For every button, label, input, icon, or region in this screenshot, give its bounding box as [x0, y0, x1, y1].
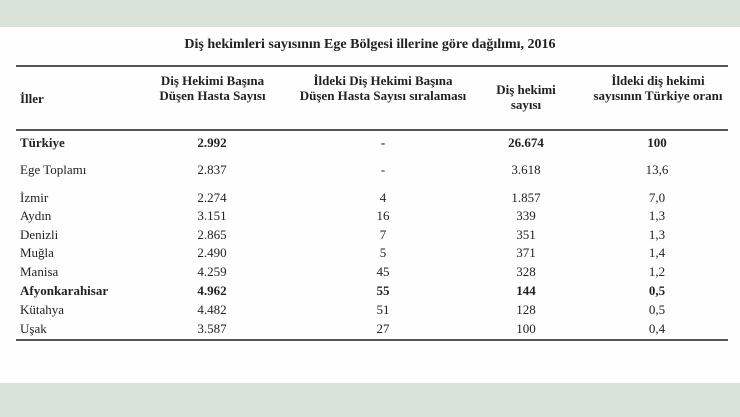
cell-hasta: 4.259 — [197, 264, 227, 279]
cell-sayi: 26.674 — [508, 135, 544, 150]
cell-il: Muğla — [20, 245, 54, 260]
table-title: Diş hekimleri sayısının Ege Bölgesi ille… — [184, 37, 556, 52]
cell-il: Afyonkarahisar — [20, 283, 109, 298]
cell-sayi: 371 — [516, 245, 536, 260]
table-document — [0, 27, 740, 383]
cell-sira: - — [380, 135, 386, 150]
cell-sayi: 144 — [516, 283, 536, 298]
cell-sira: 55 — [376, 283, 390, 298]
cell-il: Ege Toplamı — [20, 162, 87, 177]
cell-il: Aydın — [20, 208, 52, 223]
cell-il: Denizli — [20, 227, 59, 242]
header-turkiye-orani: İldeki diş hekimi sayısının Türkiye oran… — [593, 73, 723, 103]
cell-sira: 45 — [376, 264, 390, 279]
cell-hasta: 2.274 — [197, 190, 227, 205]
cell-sayi: 351 — [516, 227, 536, 242]
top-rule — [16, 65, 728, 67]
cell-oran: 1,3 — [648, 208, 666, 223]
cell-hasta: 2.992 — [197, 135, 227, 150]
cell-il: Kütahya — [20, 302, 65, 317]
cell-hasta: 3.587 — [197, 321, 227, 336]
header-hasta-sayisi: Diş Hekimi Başına Düşen Hasta Sayısı — [159, 73, 266, 103]
cell-il: İzmir — [20, 190, 49, 205]
cell-hasta: 2.837 — [197, 162, 227, 177]
cell-oran: 1,4 — [648, 245, 666, 260]
cell-oran: 0,5 — [648, 283, 666, 298]
cell-oran: 7,0 — [648, 190, 666, 205]
cell-oran: 13,6 — [645, 162, 669, 177]
cell-oran: 0,5 — [648, 302, 666, 317]
cell-il: Manisa — [20, 264, 59, 279]
header-siralama: İldeki Diş Hekimi Başına Düşen Hasta Say… — [299, 73, 467, 103]
cell-hasta: 4.482 — [197, 302, 227, 317]
cell-il: Türkiye — [20, 135, 65, 150]
cell-sayi: 328 — [516, 264, 536, 279]
top-band — [0, 0, 740, 27]
cell-sira: 7 — [379, 227, 387, 242]
header-iller: İller — [20, 91, 44, 106]
cell-oran: 100 — [647, 135, 667, 150]
cell-sayi: 100 — [516, 321, 536, 336]
cell-sira: 27 — [376, 321, 390, 336]
cell-sayi: 1.857 — [511, 190, 541, 205]
cell-oran: 0,4 — [648, 321, 666, 336]
cell-sira: 5 — [379, 245, 387, 260]
cell-sayi: 3.618 — [511, 162, 541, 177]
cell-hasta: 4.962 — [197, 283, 227, 298]
bottom-rule — [16, 339, 728, 341]
cell-sayi: 339 — [516, 208, 536, 223]
cell-oran: 1,2 — [648, 264, 666, 279]
cell-sira: 51 — [376, 302, 390, 317]
cell-il: Uşak — [20, 321, 47, 336]
header-hekim-sayisi: Diş hekimi sayısı — [496, 82, 556, 112]
cell-hasta: 3.151 — [197, 208, 227, 223]
cell-oran: 1,3 — [648, 227, 666, 242]
cell-sayi: 128 — [516, 302, 536, 317]
cell-sira: 4 — [379, 190, 387, 205]
cell-hasta: 2.865 — [197, 227, 227, 242]
cell-sira: - — [380, 162, 386, 177]
cell-sira: 16 — [376, 208, 390, 223]
cell-hasta: 2.490 — [197, 245, 227, 260]
header-rule — [16, 129, 728, 131]
